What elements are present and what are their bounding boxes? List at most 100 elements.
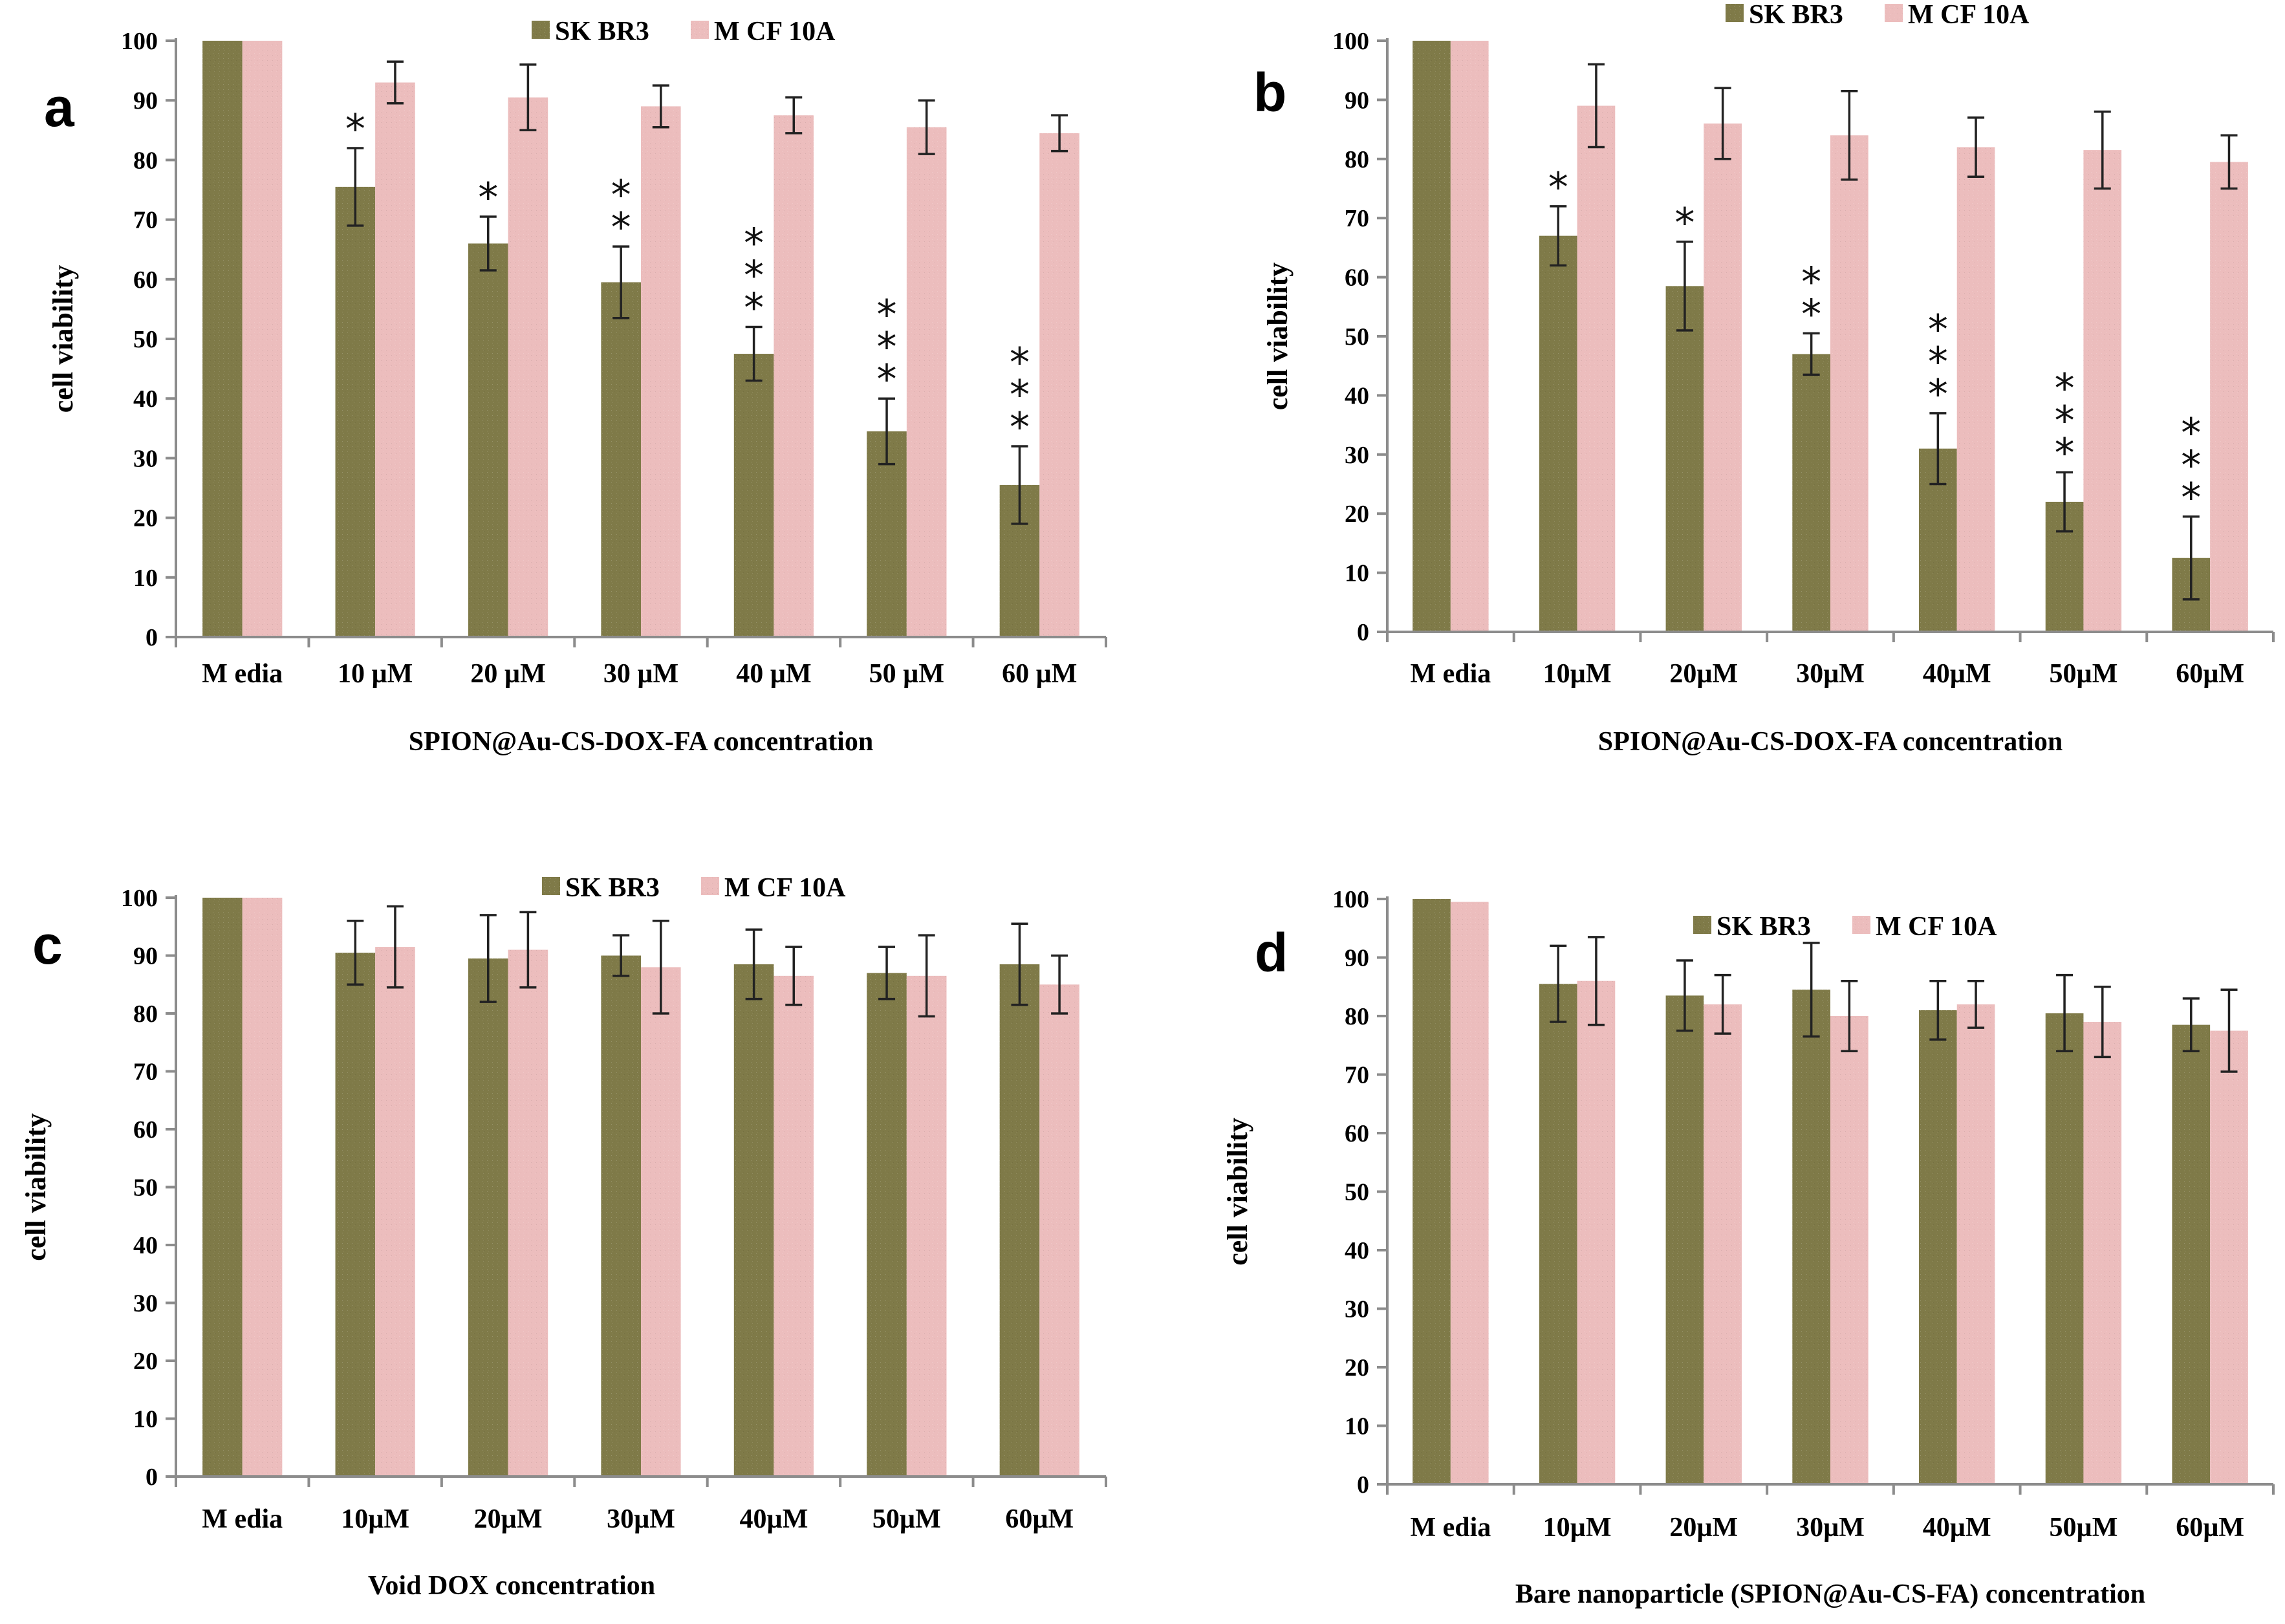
bar-skbr3 [335,186,376,637]
bar-mcf10a [1450,902,1489,1484]
bar-mcf10a [1450,41,1489,632]
bar-skbr3 [867,973,907,1477]
y-tick-label: 90 [1345,87,1369,114]
bar-mcf10a [2083,150,2122,633]
x-tick-label: 10µM [341,1504,409,1534]
y-tick-label: 10 [1345,560,1369,587]
bar-skbr3 [1792,990,1830,1484]
x-tick-label: 10µM [1543,659,1612,689]
x-tick-label: 20µM [1669,659,1738,689]
bar-mcf10a [242,898,283,1477]
y-tick-label: 50 [133,1175,158,1202]
bar-mcf10a [375,82,415,638]
x-tick-label: 10µM [1543,1513,1612,1543]
y-tick-label: 30 [133,1290,158,1317]
significance-star: * [1928,306,1948,353]
legend-swatch-skbr3 [1693,916,1711,934]
y-tick-label: 80 [133,1001,158,1028]
x-tick-label: 20 µM [470,659,545,689]
bar-mcf10a [1830,135,1868,633]
y-axis-label: cell viability [47,265,79,413]
panel-letter: a [44,77,75,138]
x-axis-label: Bare nanoparticle (SPION@Au-CS-FA) conce… [1515,1579,2145,1609]
y-tick-label: 100 [1332,28,1369,55]
x-tick-label: M edia [202,659,283,689]
panel-d: d 0 10 20 30 40 50 60 70 80 90 100 M edia 10µM 20µM 30µ… [1222,886,2275,1609]
x-tick-label: M edia [1410,659,1491,689]
significance-star: * [877,323,897,371]
legend-swatch-mcf10a [701,877,719,895]
panel-c: c 0 10 20 30 40 50 60 70 80 90 100 M edia 10µM 20µM 30µ… [20,873,1107,1601]
y-tick-label: 60 [133,266,158,294]
bar-mcf10a [906,127,947,637]
bar-skbr3 [1792,354,1830,632]
panel-a: a 0 10 20 30 40 50 60 70 80 90 100 M edia * 10 µM * 20 µ… [44,17,1107,757]
y-tick-label: 50 [133,326,158,353]
significance-star: * [1928,371,1948,418]
y-axis-label: cell viability [20,1113,52,1261]
x-tick-label: 20µM [474,1504,543,1534]
bar-skbr3 [1413,899,1451,1484]
y-tick-label: 80 [1345,146,1369,173]
significance-star: * [2055,397,2075,444]
bar-skbr3 [468,958,508,1477]
x-tick-label: 20µM [1669,1513,1738,1543]
significance-star: * [1010,371,1030,418]
bar-mcf10a [1830,1016,1868,1484]
bar-mcf10a [641,106,681,638]
y-tick-label: 90 [133,943,158,970]
legend-entry-mcf10a: M CF 10A [714,17,836,47]
bar-skbr3 [1919,1010,1957,1484]
bar-mcf10a [1704,1004,1742,1484]
bar-mcf10a [774,115,814,637]
panel-letter: b [1253,62,1286,123]
y-tick-label: 50 [1345,323,1369,351]
y-axis-label: cell viability [1262,263,1294,411]
x-tick-label: M edia [1410,1513,1491,1543]
y-tick-label: 100 [121,885,158,912]
significance-star: * [1928,338,1948,385]
bar-mcf10a [242,41,283,637]
bar-skbr3 [601,282,641,637]
significance-star: * [1010,339,1030,386]
significance-star: * [2055,365,2075,412]
bar-skbr3 [867,431,907,637]
bar-mcf10a [906,975,947,1477]
y-tick-label: 10 [133,565,158,592]
x-tick-label: 60µM [1005,1504,1074,1534]
y-tick-label: 100 [1332,886,1369,913]
significance-star: * [744,285,764,332]
significance-star: * [2055,429,2075,477]
x-tick-label: 30 µM [603,659,678,689]
legend-entry-skbr3: SK BR3 [565,873,660,903]
bar-skbr3 [1665,286,1704,632]
significance-star: * [1548,164,1568,211]
y-tick-label: 60 [1345,265,1369,292]
bar-skbr3 [1539,235,1577,632]
bar-skbr3 [202,41,243,637]
bar-skbr3 [1413,41,1451,632]
bar-skbr3 [733,964,774,1477]
y-tick-label: 70 [1345,205,1369,232]
y-tick-label: 70 [133,207,158,234]
y-tick-label: 80 [1345,1003,1369,1030]
x-tick-label: 30µM [1796,659,1865,689]
bar-skbr3 [1665,995,1704,1484]
x-tick-label: 50µM [2050,659,2118,689]
y-axis-label: cell viability [1222,1118,1253,1266]
y-tick-label: 40 [1345,382,1369,409]
x-tick-label: 60 µM [1002,659,1077,689]
y-tick-label: 70 [133,1059,158,1086]
y-tick-label: 60 [1345,1120,1369,1147]
x-tick-label: 60µM [2176,1513,2244,1543]
significance-star: * [611,171,631,219]
y-tick-label: 0 [146,624,158,651]
bar-mcf10a [641,967,681,1477]
legend-swatch-mcf10a [1885,4,1903,22]
bar-mcf10a [1956,147,1995,632]
bar-mcf10a [1577,105,1616,633]
y-tick-label: 0 [1357,1471,1369,1499]
x-axis-label: Void DOX concentration [368,1571,655,1601]
legend-swatch-skbr3 [542,877,560,895]
y-tick-label: 0 [1357,619,1369,646]
